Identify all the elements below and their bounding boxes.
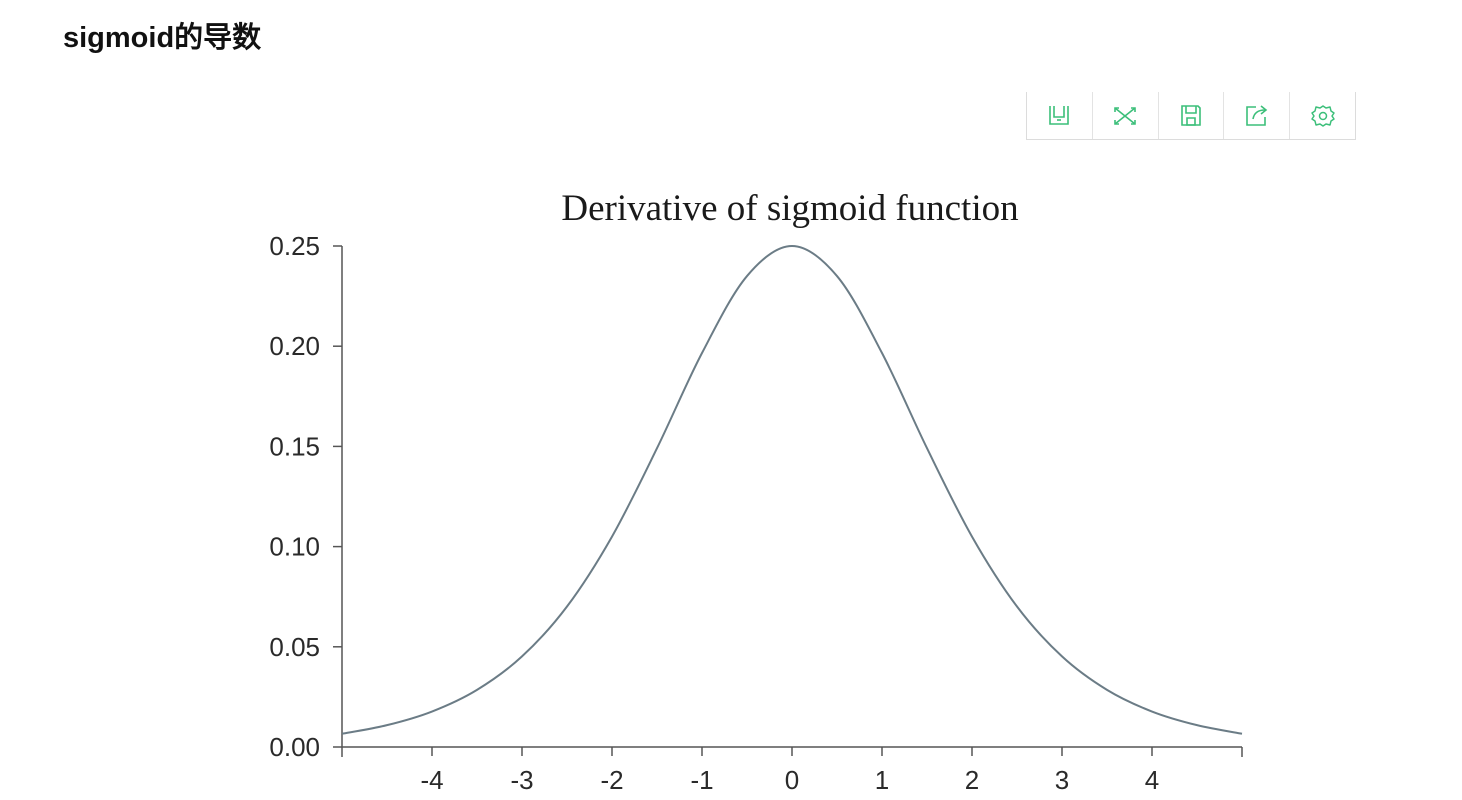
save-image-icon	[1181, 104, 1201, 126]
shuffle-icon	[1114, 106, 1136, 125]
y-tick-label: 0.05	[269, 632, 320, 662]
y-tick-label: 0.10	[269, 532, 320, 562]
plot-lines	[341, 244, 1243, 735]
x-tick-label: -3	[510, 765, 533, 795]
x-tick-label: 1	[875, 765, 889, 795]
page-heading: sigmoid的导数	[63, 22, 262, 54]
x-tick-label: -4	[420, 765, 443, 795]
series-line	[341, 244, 1243, 735]
settings-icon	[1310, 104, 1335, 127]
x-tick-label: 3	[1055, 765, 1069, 795]
chart-title: Derivative of sigmoid function	[561, 188, 1018, 229]
y-tick-label: 0.00	[269, 732, 320, 762]
sigmoid-derivative-chart: Derivative of sigmoid function 0.000.050…	[269, 188, 1243, 795]
x-tick-label: 0	[785, 765, 799, 795]
y-tick-label: 0.20	[269, 331, 320, 361]
x-tick-label: 4	[1145, 765, 1159, 795]
chart-toolbox	[1026, 92, 1356, 140]
x-tick-label: -2	[600, 765, 623, 795]
save-data-icon	[1049, 105, 1070, 125]
settings-button[interactable]	[1290, 92, 1355, 139]
chart-area: Derivative of sigmoid function 0.00 0.05 0…	[0, 150, 1462, 800]
x-tick-label: 2	[965, 765, 979, 795]
share-button[interactable]	[1224, 92, 1291, 139]
save-data-button[interactable]	[1027, 92, 1093, 139]
share-icon	[1245, 104, 1268, 126]
x-axis: -4 -3 -2 -1 0 1 2 3 4	[341, 746, 1243, 795]
y-axis: 0.00 0.05 0.10 0.15 0.20 0.25	[269, 231, 343, 762]
y-tick-label: 0.25	[269, 231, 320, 261]
shuffle-button[interactable]	[1093, 92, 1159, 139]
save-image-button[interactable]	[1159, 92, 1225, 139]
x-tick-label: -1	[690, 765, 713, 795]
y-tick-label: 0.15	[269, 431, 320, 461]
